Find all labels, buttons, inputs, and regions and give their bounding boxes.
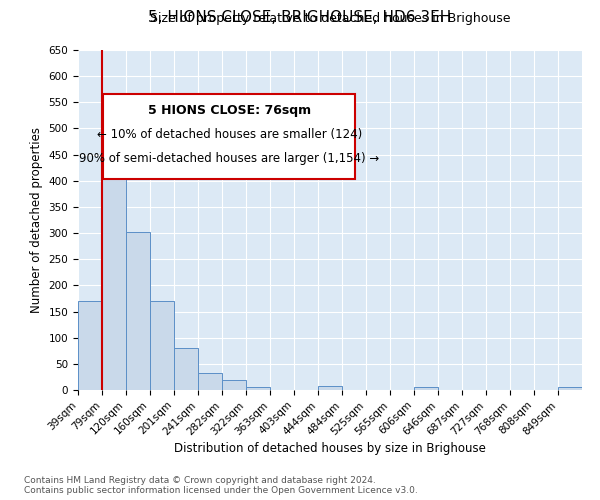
Bar	[318, 386, 342, 390]
Title: Size of property relative to detached houses in Brighouse: Size of property relative to detached ho…	[150, 12, 510, 25]
Bar	[558, 388, 582, 390]
Bar	[102, 123, 126, 390]
Text: ← 10% of detached houses are smaller (124): ← 10% of detached houses are smaller (12…	[97, 128, 362, 141]
Bar	[78, 301, 102, 390]
Bar	[150, 301, 174, 390]
Bar	[126, 232, 150, 390]
Bar	[174, 348, 198, 390]
Text: Contains HM Land Registry data © Crown copyright and database right 2024.
Contai: Contains HM Land Registry data © Crown c…	[24, 476, 418, 495]
Text: 5, HIONS CLOSE, BRIGHOUSE, HD6 3EH: 5, HIONS CLOSE, BRIGHOUSE, HD6 3EH	[148, 10, 452, 25]
Bar	[414, 388, 438, 390]
X-axis label: Distribution of detached houses by size in Brighouse: Distribution of detached houses by size …	[174, 442, 486, 455]
Bar	[222, 380, 246, 390]
Text: 90% of semi-detached houses are larger (1,154) →: 90% of semi-detached houses are larger (…	[79, 152, 379, 165]
Bar	[198, 372, 222, 390]
Bar	[246, 388, 270, 390]
Text: 5 HIONS CLOSE: 76sqm: 5 HIONS CLOSE: 76sqm	[148, 104, 311, 118]
FancyBboxPatch shape	[103, 94, 355, 179]
Y-axis label: Number of detached properties: Number of detached properties	[30, 127, 43, 313]
